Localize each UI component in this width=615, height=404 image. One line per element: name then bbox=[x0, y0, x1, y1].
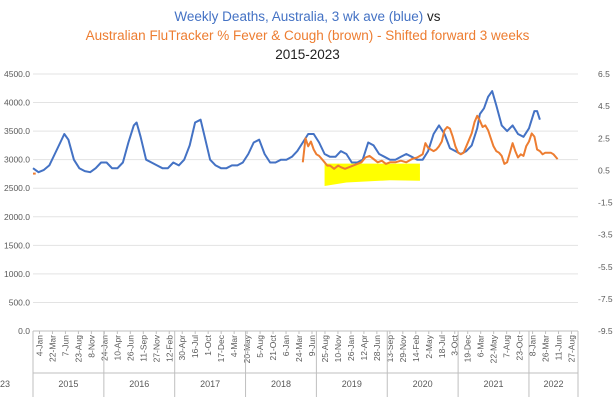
right-tick-label: 4.5 bbox=[598, 101, 610, 111]
x-tick-label: 28-Jun bbox=[372, 335, 382, 361]
chart-title-line3: 2015-2023 bbox=[275, 47, 340, 62]
year-label: 2015 bbox=[58, 379, 78, 389]
right-tick-label: 2.5 bbox=[598, 133, 610, 143]
x-tick-label: 24-Jan bbox=[99, 335, 109, 361]
x-tick-label: 27-Aug bbox=[567, 335, 577, 363]
year-label: 2022 bbox=[543, 379, 563, 389]
x-tick-label: 13-Sep bbox=[385, 335, 395, 363]
x-tick-label: 20-May bbox=[242, 334, 252, 363]
x-tick-label: 22-May bbox=[489, 334, 499, 363]
left-tick-label: 2000.0 bbox=[4, 212, 30, 222]
left-tick-label: 500.0 bbox=[9, 297, 31, 307]
year-label: 2016 bbox=[129, 379, 149, 389]
x-tick-label: 14-Feb bbox=[411, 335, 421, 362]
right-tick-label: -9.5 bbox=[598, 326, 613, 336]
x-tick-label: 12-Feb bbox=[164, 335, 174, 362]
x-tick-label: 26-Jun bbox=[125, 335, 135, 361]
left-tick-label: 3000.0 bbox=[4, 155, 30, 165]
left-tick-label: 4500.0 bbox=[4, 69, 30, 79]
series-line-deaths bbox=[32, 90, 541, 174]
x-tick-label: 12-Apr bbox=[359, 335, 369, 361]
year-label: 2019 bbox=[342, 379, 362, 389]
left-tick-label: 1500.0 bbox=[4, 240, 30, 250]
title-vs: vs bbox=[423, 9, 441, 24]
x-tick-label: 19-Dec bbox=[463, 334, 473, 362]
x-tick-label: 18-Jul bbox=[437, 335, 447, 358]
x-tick-label: 7-Jun bbox=[60, 335, 70, 357]
x-tick-label: 3-Oct bbox=[450, 334, 460, 355]
x-tick-label: 11-Jun bbox=[554, 335, 564, 361]
x-tick-label: 30-Apr bbox=[177, 335, 187, 361]
x-tick-label: 10-Nov bbox=[333, 334, 343, 362]
right-tick-label: 6.5 bbox=[598, 69, 610, 79]
highlight-region bbox=[324, 163, 420, 186]
x-tick-label: 11-Sep bbox=[138, 335, 148, 362]
x-tick-label: 16-Jul bbox=[190, 335, 200, 358]
x-tick-label: 24-Mar bbox=[294, 335, 304, 362]
x-tick-label: 26-Jan bbox=[346, 335, 356, 361]
x-tick-label: 21-Oct bbox=[268, 334, 278, 360]
x-tick-label: 26-Mar bbox=[541, 335, 551, 362]
year-label: 2020 bbox=[413, 379, 433, 389]
left-tick-label: 2500.0 bbox=[4, 183, 30, 193]
x-tick-label: 2-May bbox=[424, 334, 434, 358]
left-tick-label: 0.0 bbox=[18, 326, 30, 336]
year-label: 2018 bbox=[271, 379, 291, 389]
x-tick-label: 6-Jan bbox=[281, 335, 291, 357]
x-tick-label: 23-Aug bbox=[73, 335, 83, 363]
year-label: 2021 bbox=[484, 379, 504, 389]
x-tick-label: 29-Nov bbox=[398, 334, 408, 362]
x-tick-label: 23-Oct bbox=[515, 334, 525, 360]
x-tick-label: 8-Jan bbox=[528, 335, 538, 357]
right-tick-label: 0.5 bbox=[598, 165, 610, 175]
series-line-flutracker bbox=[301, 114, 559, 170]
x-tick-label: 17-Dec bbox=[216, 334, 226, 362]
chart-title-line1: Weekly Deaths, Australia, 3 wk ave (blue… bbox=[0, 9, 615, 24]
title-blue-part: Weekly Deaths, Australia, 3 wk ave (blue… bbox=[174, 9, 424, 24]
year-label: 2017 bbox=[200, 379, 220, 389]
x-tick-label: 5-Aug bbox=[255, 335, 265, 358]
x-tick-label: 4-Mar bbox=[229, 335, 239, 357]
left-tick-label: 4000.0 bbox=[4, 98, 30, 108]
year-label: 2023 bbox=[0, 379, 10, 389]
right-tick-label: -5.5 bbox=[598, 262, 613, 272]
chart-title-line2: Australian FluTracker % Fever & Cough (b… bbox=[85, 28, 530, 43]
right-tick-label: -3.5 bbox=[598, 230, 613, 240]
right-tick-label: -1.5 bbox=[598, 198, 613, 208]
right-tick-label: -7.5 bbox=[598, 294, 613, 304]
x-tick-label: 22-Mar bbox=[47, 335, 57, 362]
x-tick-label: 10-Apr bbox=[112, 335, 122, 361]
x-tick-label: 27-Nov bbox=[151, 334, 161, 362]
x-tick-label: 7-Aug bbox=[502, 335, 512, 358]
left-tick-label: 1000.0 bbox=[4, 269, 30, 279]
x-tick-label: 1-Oct bbox=[203, 334, 213, 355]
x-tick-label: 4-Jan bbox=[34, 335, 44, 357]
x-tick-label: 9-Jun bbox=[307, 335, 317, 357]
x-tick-label: 8-Nov bbox=[86, 334, 96, 357]
left-tick-label: 3500.0 bbox=[4, 126, 30, 136]
x-tick-label: 25-Aug bbox=[320, 335, 330, 363]
x-tick-label: 6-Mar bbox=[476, 335, 486, 357]
